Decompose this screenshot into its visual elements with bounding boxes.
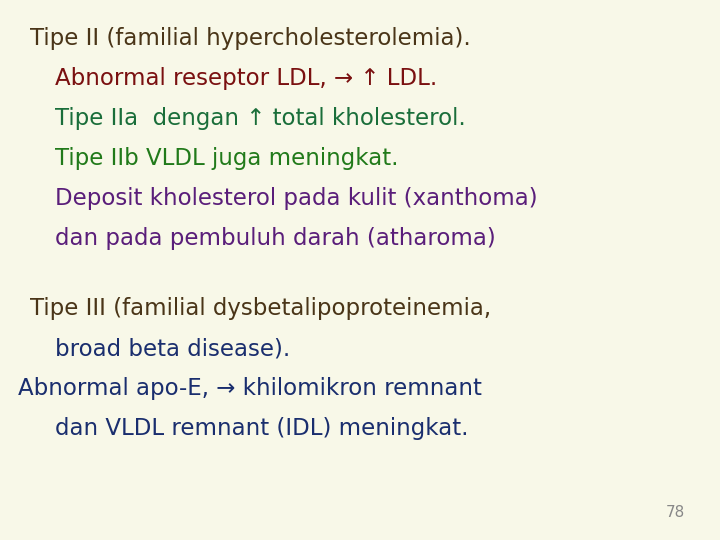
Text: Deposit kholesterol pada kulit (xanthoma): Deposit kholesterol pada kulit (xanthoma… xyxy=(55,187,538,210)
Text: dan pada pembuluh darah (atharoma): dan pada pembuluh darah (atharoma) xyxy=(55,227,496,250)
Text: Tipe IIb VLDL juga meningkat.: Tipe IIb VLDL juga meningkat. xyxy=(55,147,398,170)
Text: Abnormal reseptor LDL, → ↑ LDL.: Abnormal reseptor LDL, → ↑ LDL. xyxy=(55,67,437,90)
Text: Tipe IIa  dengan ↑ total kholesterol.: Tipe IIa dengan ↑ total kholesterol. xyxy=(55,107,466,130)
Text: Tipe II (familial hypercholesterolemia).: Tipe II (familial hypercholesterolemia). xyxy=(30,27,471,50)
Text: Abnormal apo-E, → khilomikron remnant: Abnormal apo-E, → khilomikron remnant xyxy=(18,377,482,400)
Text: 78: 78 xyxy=(666,505,685,520)
Text: Tipe III (familial dysbetalipoproteinemia,: Tipe III (familial dysbetalipoproteinemi… xyxy=(30,297,491,320)
Text: dan VLDL remnant (IDL) meningkat.: dan VLDL remnant (IDL) meningkat. xyxy=(55,417,469,440)
Text: broad beta disease).: broad beta disease). xyxy=(55,337,290,360)
